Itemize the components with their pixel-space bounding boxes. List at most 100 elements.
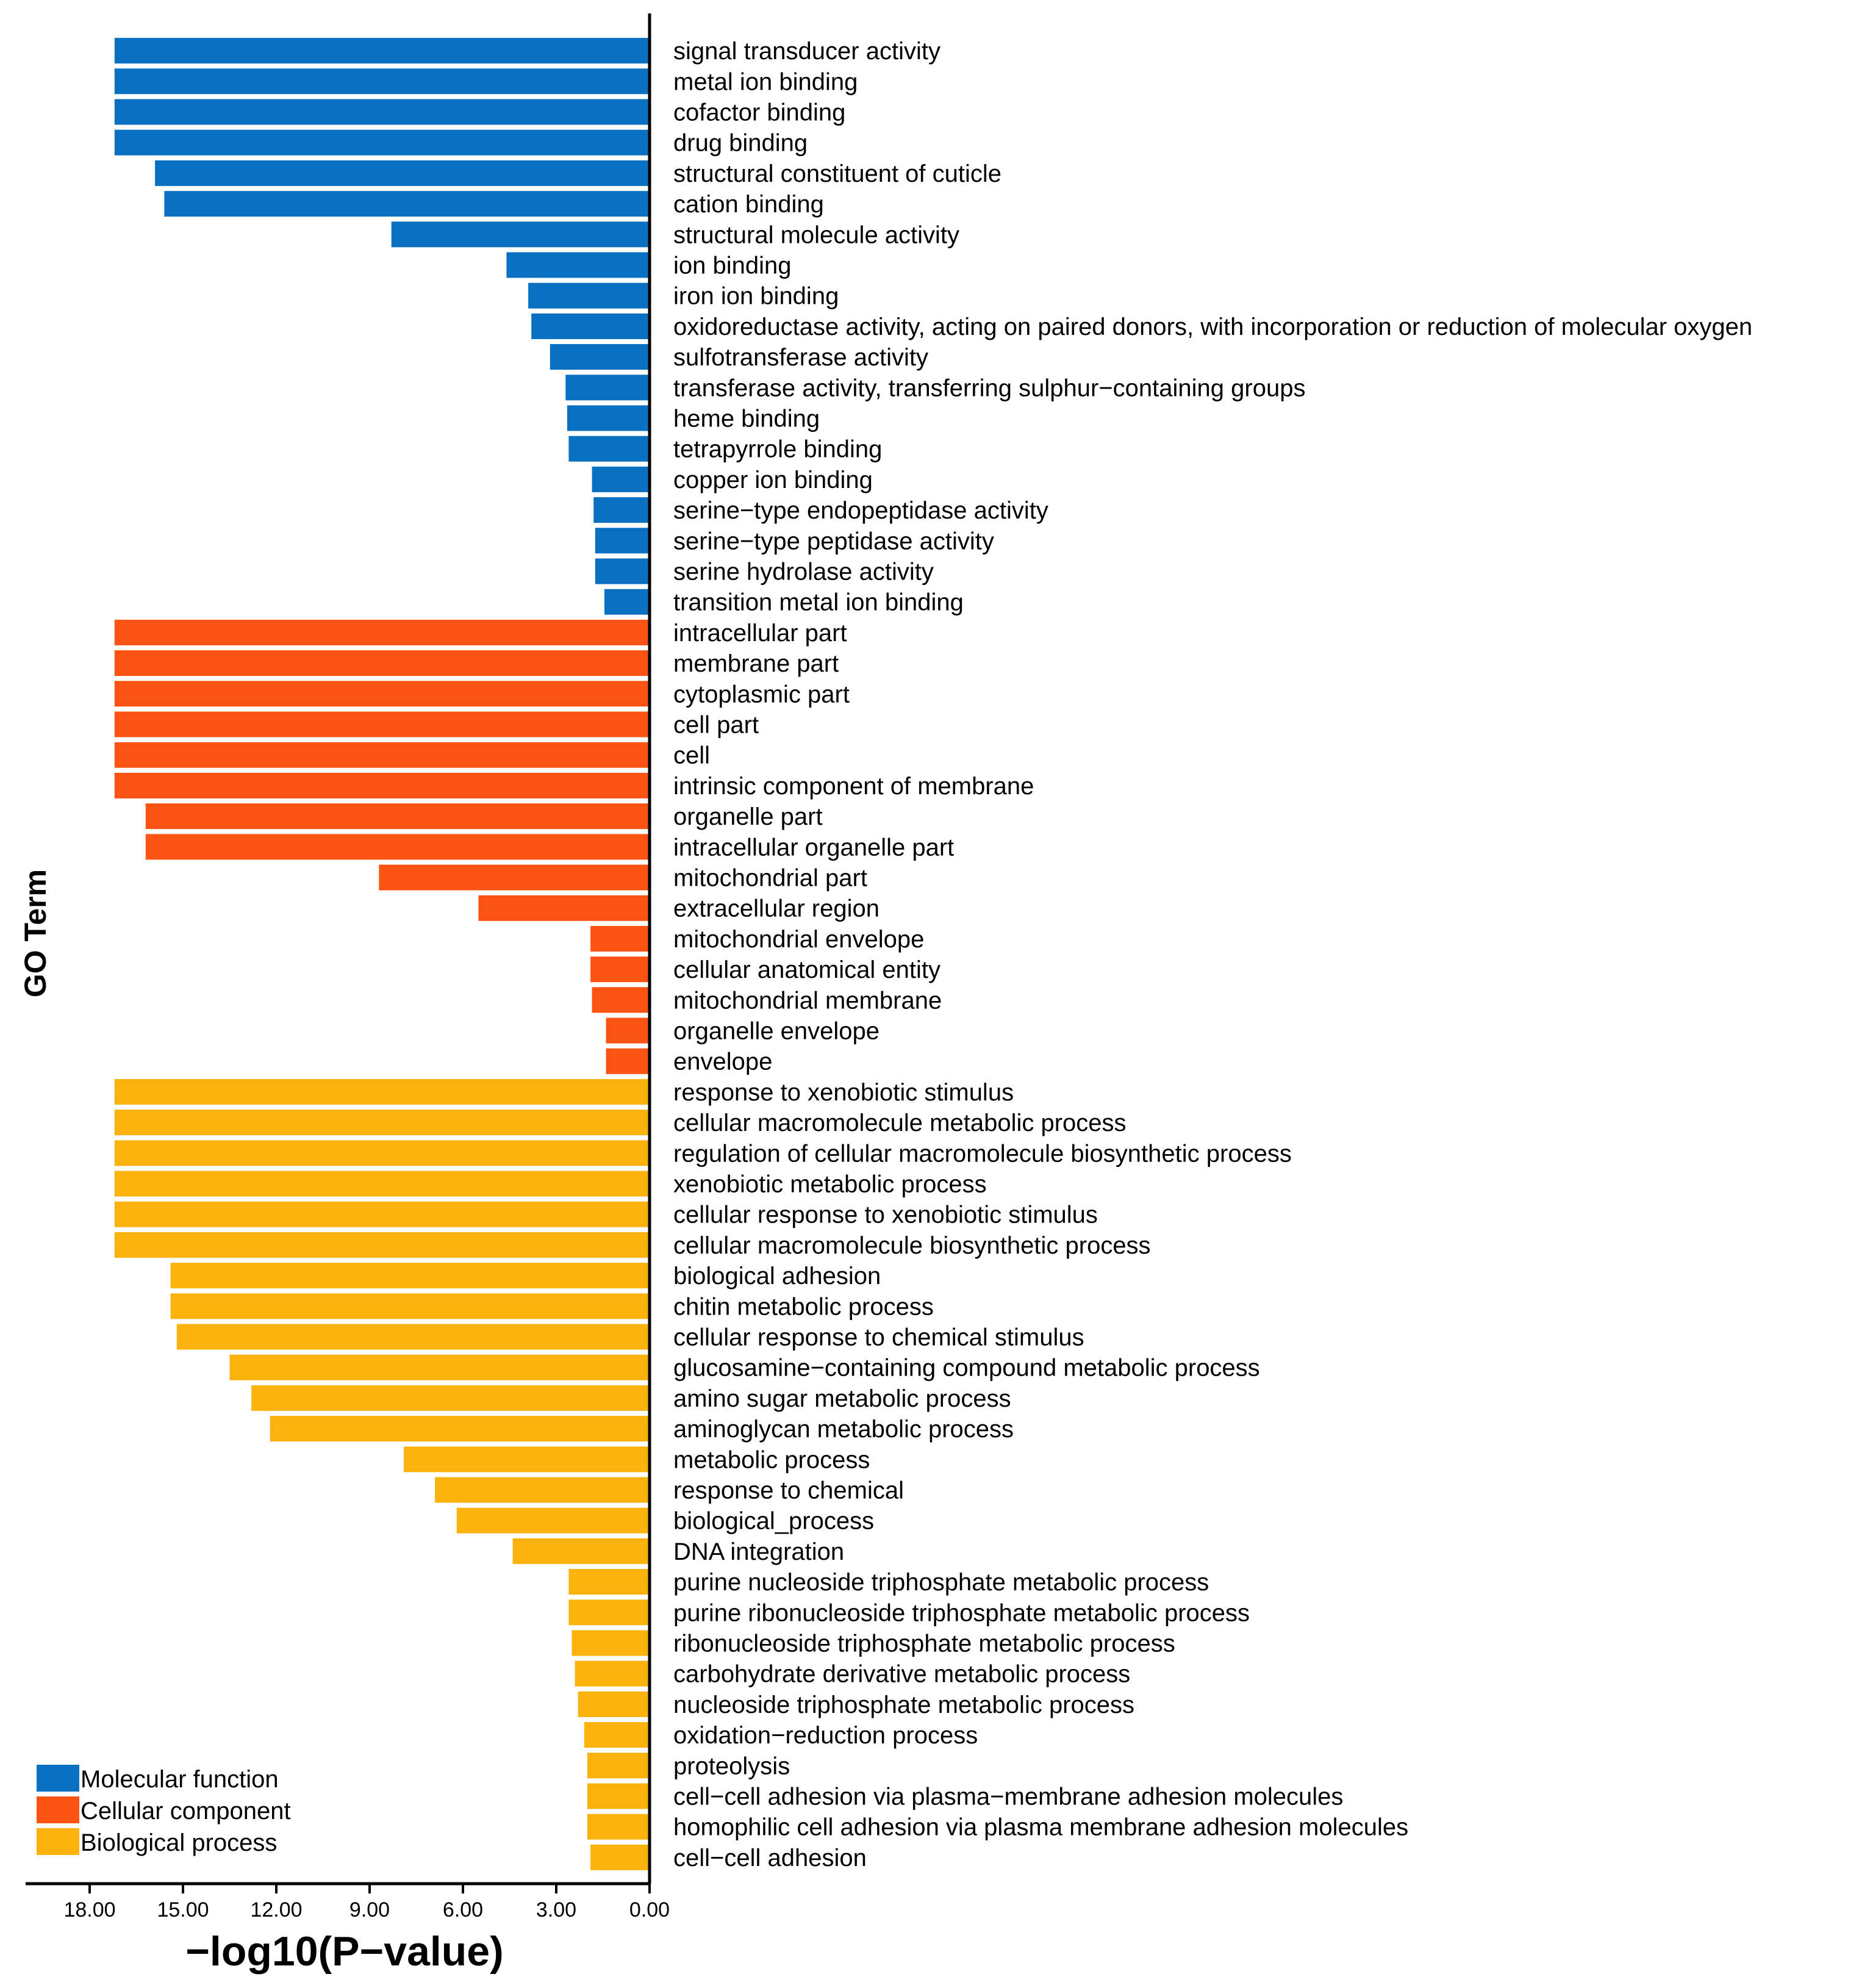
term-label: cell−cell adhesion via plasma−membrane a… xyxy=(673,1784,1343,1810)
term-label: cellular macromolecule metabolic process xyxy=(673,1110,1127,1136)
term-label: purine ribonucleoside triphosphate metab… xyxy=(673,1599,1250,1626)
term-label: serine−type peptidase activity xyxy=(673,528,994,554)
bar xyxy=(155,160,650,186)
bar xyxy=(587,1783,650,1809)
term-label: cell xyxy=(673,742,710,769)
term-label: envelope xyxy=(673,1049,772,1075)
bar xyxy=(550,344,650,370)
term-label: drug binding xyxy=(673,130,808,157)
term-label: organelle envelope xyxy=(673,1018,879,1045)
term-label: response to chemical xyxy=(673,1477,904,1504)
bar xyxy=(114,619,650,645)
bar xyxy=(584,1722,650,1748)
legend: Molecular function Cellular component Bi… xyxy=(37,1765,291,1856)
term-label: ion binding xyxy=(673,253,792,279)
term-label: xenobiotic metabolic process xyxy=(673,1171,987,1198)
bar xyxy=(391,221,650,248)
bar xyxy=(114,129,650,156)
bar xyxy=(590,956,650,983)
term-label: mitochondrial envelope xyxy=(673,926,924,953)
bar xyxy=(575,1660,650,1687)
bar xyxy=(164,191,650,217)
x-tick-label: 6.00 xyxy=(443,1898,483,1922)
bar xyxy=(229,1354,650,1380)
bar xyxy=(567,405,650,431)
legend-swatch-molecular-function xyxy=(37,1765,79,1792)
term-label: intracellular part xyxy=(673,620,847,647)
bar xyxy=(114,681,650,707)
bar xyxy=(404,1446,650,1473)
term-label: transition metal ion binding xyxy=(673,589,964,616)
term-label: chitin metabolic process xyxy=(673,1293,934,1320)
bar xyxy=(606,1017,650,1044)
bar xyxy=(592,466,650,492)
term-label: intrinsic component of membrane xyxy=(673,773,1034,800)
term-label: cytoplasmic part xyxy=(673,681,850,708)
term-label: regulation of cellular macromolecule bio… xyxy=(673,1140,1292,1167)
bar xyxy=(528,282,650,309)
x-axis-ticks: 18.00 15.00 12.00 9.00 6.00 3.00 0.00 xyxy=(63,1884,670,1922)
bar xyxy=(595,528,650,554)
term-label: biological_process xyxy=(673,1508,874,1535)
term-label: cellular response to chemical stimulus xyxy=(673,1324,1084,1351)
bar xyxy=(587,1753,650,1779)
bar xyxy=(145,803,650,830)
bar xyxy=(114,99,650,125)
bars-layer xyxy=(114,38,650,1870)
term-label: cofactor binding xyxy=(673,99,845,126)
bar xyxy=(565,375,650,401)
term-label: mitochondrial part xyxy=(673,865,867,892)
bar xyxy=(571,1630,650,1656)
bar xyxy=(114,742,650,768)
term-label: organelle part xyxy=(673,803,823,830)
bar xyxy=(592,987,650,1013)
term-label: amino sugar metabolic process xyxy=(673,1385,1011,1412)
legend-label-cellular-component: Cellular component xyxy=(81,1798,291,1825)
term-label: heme binding xyxy=(673,406,820,432)
bar xyxy=(114,711,650,737)
bar xyxy=(145,834,650,860)
term-label: DNA integration xyxy=(673,1538,844,1565)
term-label: structural constituent of cuticle xyxy=(673,160,1001,187)
bar xyxy=(512,1538,650,1564)
bar xyxy=(114,1078,650,1105)
term-label: carbohydrate derivative metabolic proces… xyxy=(673,1661,1130,1688)
term-label: tetrapyrrole binding xyxy=(673,436,882,463)
term-label: structural molecule activity xyxy=(673,221,959,248)
term-label: biological adhesion xyxy=(673,1263,881,1290)
bar xyxy=(114,650,650,676)
term-label: cation binding xyxy=(673,191,824,218)
term-label: response to xenobiotic stimulus xyxy=(673,1079,1014,1106)
bar xyxy=(251,1385,650,1411)
term-label: cellular macromolecule biosynthetic proc… xyxy=(673,1232,1151,1259)
legend-swatch-biological-process xyxy=(37,1828,79,1855)
term-label: nucleoside triphosphate metabolic proces… xyxy=(673,1692,1134,1718)
x-tick-label: 12.00 xyxy=(250,1898,302,1922)
legend-label-molecular-function: Molecular function xyxy=(81,1766,279,1793)
bar xyxy=(478,895,650,921)
x-tick-label: 15.00 xyxy=(157,1898,209,1922)
bar xyxy=(595,558,650,584)
term-label: cellular response to xenobiotic stimulus xyxy=(673,1202,1098,1229)
y-axis-title: GO Term xyxy=(18,869,52,997)
term-label: purine nucleoside triphosphate metabolic… xyxy=(673,1569,1209,1596)
bar xyxy=(114,1110,650,1136)
term-label: ribonucleoside triphosphate metabolic pr… xyxy=(673,1631,1175,1657)
bar xyxy=(606,1048,650,1074)
bar xyxy=(170,1293,650,1319)
bar xyxy=(114,1232,650,1258)
term-label: intracellular organelle part xyxy=(673,834,954,861)
term-label: sulfotransferase activity xyxy=(673,344,928,371)
term-label: serine−type endopeptidase activity xyxy=(673,497,1048,524)
bar xyxy=(531,313,650,339)
bar xyxy=(114,1201,650,1227)
bar xyxy=(587,1814,650,1840)
term-label: iron ion binding xyxy=(673,283,839,310)
bar xyxy=(568,1599,650,1626)
term-label: mitochondrial membrane xyxy=(673,987,942,1014)
term-label: serine hydrolase activity xyxy=(673,559,934,586)
bar xyxy=(568,436,650,462)
term-label: oxidoreductase activity, acting on paire… xyxy=(673,314,1752,340)
term-label: transferase activity, transferring sulph… xyxy=(673,375,1305,401)
